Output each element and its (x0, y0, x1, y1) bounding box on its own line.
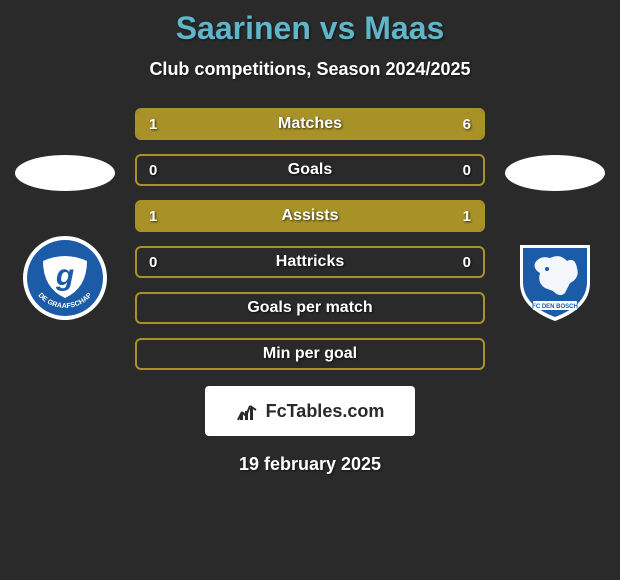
stat-value-left: 1 (149, 116, 157, 133)
stat-label: Goals per match (247, 299, 372, 317)
svg-text:FC DEN BOSCH: FC DEN BOSCH (532, 304, 578, 310)
fc-den-bosch-logo-icon: FC DEN BOSCH (505, 233, 605, 323)
footer-brand-text: FcTables.com (266, 401, 385, 422)
stat-label: Hattricks (276, 253, 344, 271)
subtitle: Club competitions, Season 2024/2025 (0, 59, 620, 80)
stat-fill-left (137, 110, 185, 138)
stat-value-left: 1 (149, 208, 157, 225)
stat-bar-min-per-goal: Min per goal (135, 338, 485, 370)
footer-brand-logo: FcTables.com (205, 386, 415, 436)
stat-value-left: 0 (149, 254, 157, 271)
stat-value-right: 0 (463, 162, 471, 179)
stat-bar-hattricks: 0 Hattricks 0 (135, 246, 485, 278)
stat-bar-goals-per-match: Goals per match (135, 292, 485, 324)
player-right-photo-placeholder (505, 155, 605, 191)
main-row: g DE GRAAFSCHAP 1 Matches 6 0 Goals 0 (0, 108, 620, 370)
player-left-column: g DE GRAAFSCHAP (15, 155, 115, 323)
de-graafschap-logo-icon: g DE GRAAFSCHAP (15, 233, 115, 323)
stat-value-right: 6 (463, 116, 471, 133)
stat-label: Assists (282, 207, 339, 225)
footer-date: 19 february 2025 (0, 454, 620, 475)
stat-bar-matches: 1 Matches 6 (135, 108, 485, 140)
club-logo-left: g DE GRAAFSCHAP (15, 233, 115, 323)
stat-label: Goals (288, 161, 332, 179)
stat-bar-goals: 0 Goals 0 (135, 154, 485, 186)
stats-column: 1 Matches 6 0 Goals 0 1 Assists 1 0 Hatt… (135, 108, 485, 370)
stat-value-right: 1 (463, 208, 471, 225)
club-logo-right: FC DEN BOSCH (505, 233, 605, 323)
stat-value-right: 0 (463, 254, 471, 271)
player-right-column: FC DEN BOSCH (505, 155, 605, 323)
chart-icon (236, 400, 260, 422)
comparison-infographic: Saarinen vs Maas Club competitions, Seas… (0, 0, 620, 580)
page-title: Saarinen vs Maas (0, 10, 620, 47)
stat-bar-assists: 1 Assists 1 (135, 200, 485, 232)
player-left-photo-placeholder (15, 155, 115, 191)
stat-label: Min per goal (263, 345, 357, 363)
stat-label: Matches (278, 115, 342, 133)
svg-text:g: g (55, 259, 74, 292)
stat-value-left: 0 (149, 162, 157, 179)
